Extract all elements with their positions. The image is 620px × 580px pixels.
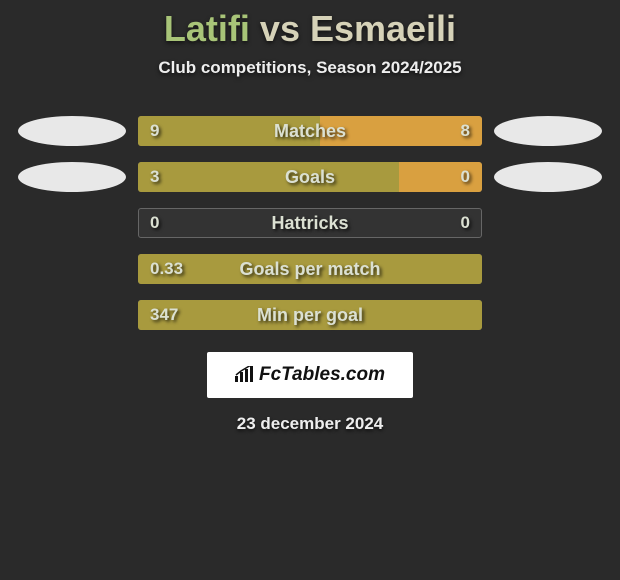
stat-row: 98Matches <box>0 108 620 154</box>
stat-bar: 30Goals <box>138 162 482 192</box>
stat-label: Goals <box>138 162 482 192</box>
stat-label: Hattricks <box>138 208 482 238</box>
left-ellipse <box>18 162 126 192</box>
player-b-name: Esmaeili <box>310 8 456 49</box>
date-text: 23 december 2024 <box>0 414 620 434</box>
stat-label: Matches <box>138 116 482 146</box>
vs-text: vs <box>250 8 310 49</box>
badge-text: FcTables.com <box>259 364 385 385</box>
chart-icon <box>235 366 255 382</box>
stat-row: 00Hattricks <box>0 200 620 246</box>
site-badge: FcTables.com <box>207 352 413 398</box>
left-ellipse <box>18 116 126 146</box>
subtitle: Club competitions, Season 2024/2025 <box>0 58 620 78</box>
stat-bar: 0.33Goals per match <box>138 254 482 284</box>
stat-row: 347Min per goal <box>0 292 620 338</box>
stat-label: Goals per match <box>138 254 482 284</box>
stat-row: 0.33Goals per match <box>0 246 620 292</box>
stat-row: 30Goals <box>0 154 620 200</box>
stat-bar: 347Min per goal <box>138 300 482 330</box>
page-title: Latifi vs Esmaeili <box>0 0 620 50</box>
stat-label: Min per goal <box>138 300 482 330</box>
stat-bar: 98Matches <box>138 116 482 146</box>
right-ellipse <box>494 162 602 192</box>
stat-bar: 00Hattricks <box>138 208 482 238</box>
right-ellipse <box>494 116 602 146</box>
player-a-name: Latifi <box>164 8 250 49</box>
